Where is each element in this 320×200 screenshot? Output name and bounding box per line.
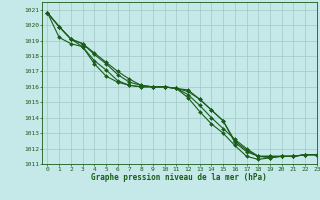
- X-axis label: Graphe pression niveau de la mer (hPa): Graphe pression niveau de la mer (hPa): [91, 173, 267, 182]
